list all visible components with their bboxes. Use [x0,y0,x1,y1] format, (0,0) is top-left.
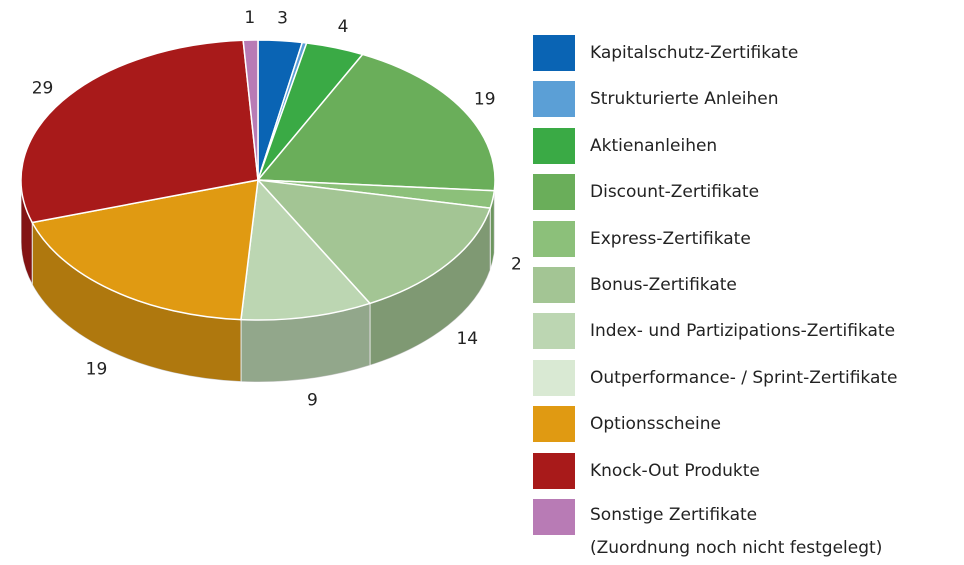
value-label: 4 [338,17,349,37]
value-label: 29 [32,79,54,99]
legend: Kapitalschutz-Zertifikate Strukturierte A… [533,35,898,558]
legend-label: Kapitalschutz-Zertifikate [590,43,799,63]
legend-label: Sonstige Zertifikate (Zuordnung noch nic… [590,504,883,558]
legend-swatch [533,359,575,396]
pie-slice [240,178,372,321]
legend-swatch [533,81,575,118]
value-label: 3 [277,9,288,29]
legend-label: Knock-Out Produkte [590,460,760,481]
legend-label: Outperformance- / Sprint-Zertifikate [590,367,898,388]
legend-label: Aktienanleihen [590,135,718,156]
legend-item: Strukturierte Anleihen [533,81,898,127]
value-label: 14 [456,329,478,349]
value-label: 19 [86,359,108,379]
pie-side-shade [21,180,33,285]
legend-item: Kapitalschutz-Zertifikate [533,35,898,81]
legend-swatch [533,220,575,257]
value-label: 1 [244,8,255,28]
legend-swatch [533,498,575,535]
pie-slice [242,39,259,181]
pie-slice [256,179,492,305]
pie-side-shade [490,190,495,271]
legend-item: Knock-Out Produkte [533,452,898,499]
legend-item: Aktienanleihen [533,127,898,174]
value-label: 2 [511,255,520,275]
pie-side-shade [240,303,370,382]
legend-label: Discount-Zertifikate [590,182,760,203]
pie-slice [256,53,496,192]
legend-swatch [533,127,575,164]
legend-swatch [533,35,575,71]
legend-item: Discount-Zertifikate [533,174,898,220]
value-label: 19 [474,90,496,110]
legend-label: Index- und Partizipations-Zertifikate [590,321,896,342]
pie-slice [31,179,259,321]
legend-label: Express-Zertifikate [590,228,751,249]
pie-chart: 3 4 19 2 14 9 19 29 1 [20,8,520,410]
legend-label: Strukturierte Anleihen [590,89,779,110]
pie-slice [20,39,259,224]
legend-swatch [533,406,575,443]
legend-swatch [533,266,575,303]
legend-item: Sonstige Zertifikate (Zuordnung noch nic… [533,498,898,558]
pie-side-shade [369,208,491,366]
legend-swatch [533,452,575,489]
value-label: 9 [307,390,318,410]
pie-side-shade [32,222,241,382]
legend-item: Index- und Partizipations-Zertifikate [533,313,898,359]
legend-item: Optionsscheine [533,406,898,452]
legend-label: Bonus-Zertifikate [590,274,737,295]
legend-swatch [533,313,575,350]
legend-swatch [533,174,575,211]
legend-item: Bonus-Zertifikate [533,266,898,313]
legend-label: Optionsscheine [590,414,721,435]
legend-item: Express-Zertifikate [533,220,898,267]
legend-item: Outperformance- / Sprint-Zertifikate [533,359,898,406]
